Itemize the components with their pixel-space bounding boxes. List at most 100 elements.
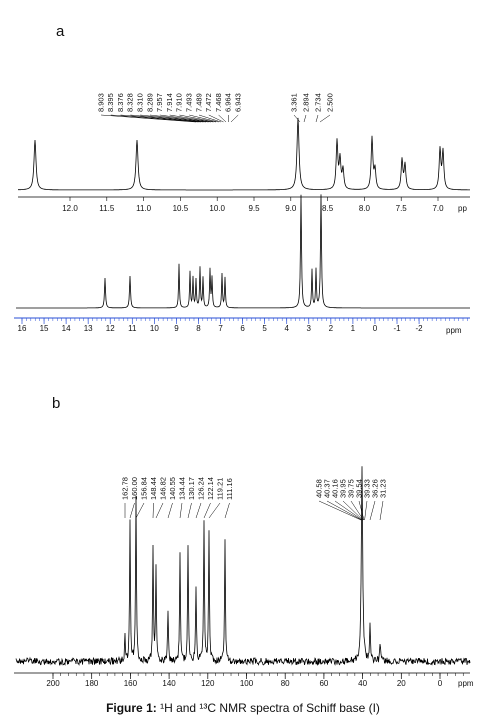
tick-label: 80 <box>281 679 290 688</box>
leader-line <box>224 502 230 519</box>
leader-line <box>364 500 368 521</box>
tick-label: 200 <box>46 679 60 688</box>
leader-line <box>179 114 217 123</box>
leader-line <box>100 114 197 123</box>
peak-label: 39.95 <box>338 479 347 498</box>
leader-line <box>203 502 211 519</box>
leader-line <box>326 500 362 521</box>
peak-label: 40.37 <box>322 479 331 498</box>
leader-line <box>319 114 331 123</box>
leader-line <box>135 502 145 519</box>
tick-label: -1 <box>393 324 401 333</box>
peak-label: 8.903 <box>96 93 105 112</box>
peak-label: 7.468 <box>214 93 223 112</box>
leader-line <box>179 502 183 519</box>
tick-label: 140 <box>162 679 176 688</box>
tick-label: 120 <box>201 679 215 688</box>
inset-spectrum <box>18 117 470 191</box>
tick-label: 9.5 <box>248 204 260 213</box>
leader-line <box>187 502 192 519</box>
peak-label: 140.55 <box>168 477 177 500</box>
leader-line <box>110 114 199 123</box>
leader-line <box>342 500 363 521</box>
peak-label: 3.361 <box>289 93 298 112</box>
peak-label: 162.78 <box>120 477 129 500</box>
leader-line <box>334 500 363 521</box>
peak-label: 7.489 <box>194 93 203 112</box>
axis-unit: ppm <box>446 326 462 335</box>
peak-label: 6.964 <box>224 93 233 112</box>
leader-line <box>318 500 362 521</box>
peak-label: 39.54 <box>354 479 363 498</box>
tick-label: 12 <box>106 324 115 333</box>
peak-label: 7.957 <box>155 93 164 112</box>
peak-label: 8.289 <box>145 93 154 112</box>
leader-line <box>149 114 209 123</box>
tick-label: -2 <box>416 324 424 333</box>
tick-label: 2 <box>329 324 334 333</box>
leader-line <box>140 114 207 123</box>
tick-label: 11.0 <box>136 204 152 213</box>
tick-label: 3 <box>307 324 312 333</box>
tick-label: 9 <box>174 324 179 333</box>
tick-label: 10 <box>150 324 159 333</box>
peak-label: 2.894 <box>301 93 310 112</box>
tick-label: 40 <box>358 679 367 688</box>
leader-line <box>130 114 204 123</box>
tick-label: 14 <box>62 324 71 333</box>
carbon-spectrum <box>15 466 471 667</box>
tick-label: 1 <box>351 324 356 333</box>
peak-label: 8.310 <box>135 93 144 112</box>
caption-label: Figure 1: <box>106 701 157 715</box>
peak-label: 2.734 <box>313 93 322 112</box>
leader-line <box>198 114 222 123</box>
peak-label: 36.26 <box>370 479 379 498</box>
leader-line <box>189 114 219 123</box>
axis-unit: pp <box>458 204 467 213</box>
leader-line <box>379 500 384 521</box>
tick-label: 20 <box>397 679 406 688</box>
tick-label: 0 <box>373 324 378 333</box>
peak-label: 122.14 <box>206 477 215 500</box>
tick-label: 8.0 <box>359 204 371 213</box>
tick-label: 0 <box>438 679 443 688</box>
tick-label: 7.0 <box>432 204 444 213</box>
peak-label: 39.33 <box>362 479 371 498</box>
peak-label: 7.914 <box>165 93 174 112</box>
panel-label: a <box>56 23 65 40</box>
peak-label: 2.500 <box>325 93 334 112</box>
tick-label: 7 <box>218 324 223 333</box>
leader-line <box>293 114 301 123</box>
peak-label: 40.16 <box>330 479 339 498</box>
panel-label: b <box>52 395 60 412</box>
peak-label: 111.16 <box>225 478 234 500</box>
tick-label: 5 <box>262 324 267 333</box>
leader-line <box>195 502 202 519</box>
peak-label: 134.44 <box>177 477 186 500</box>
caption: Figure 1: ¹H and ¹³C NMR spectra of Schi… <box>106 701 380 715</box>
peak-label: 7.493 <box>184 93 193 112</box>
leader-line <box>169 114 214 123</box>
tick-label: 13 <box>84 324 93 333</box>
leader-line <box>120 114 202 123</box>
peak-label: 31.23 <box>378 479 387 498</box>
peak-label: 148.44 <box>149 477 158 500</box>
tick-label: 12.0 <box>62 204 78 213</box>
peak-label: 126.24 <box>196 477 205 500</box>
leader-line <box>208 114 224 123</box>
axis-unit: ppm <box>458 679 474 688</box>
peak-label: 40.58 <box>314 479 323 498</box>
leader-line <box>315 114 319 123</box>
leader-line <box>129 502 135 519</box>
tick-label: 10.0 <box>209 204 225 213</box>
leader-line <box>230 114 239 123</box>
tick-label: 8.5 <box>322 204 334 213</box>
peak-label: 8.328 <box>126 93 135 112</box>
leader-line <box>152 502 154 519</box>
tick-label: 7.5 <box>396 204 408 213</box>
tick-label: 16 <box>18 324 27 333</box>
peak-label: 146.82 <box>158 477 167 500</box>
leader-line <box>167 502 173 519</box>
